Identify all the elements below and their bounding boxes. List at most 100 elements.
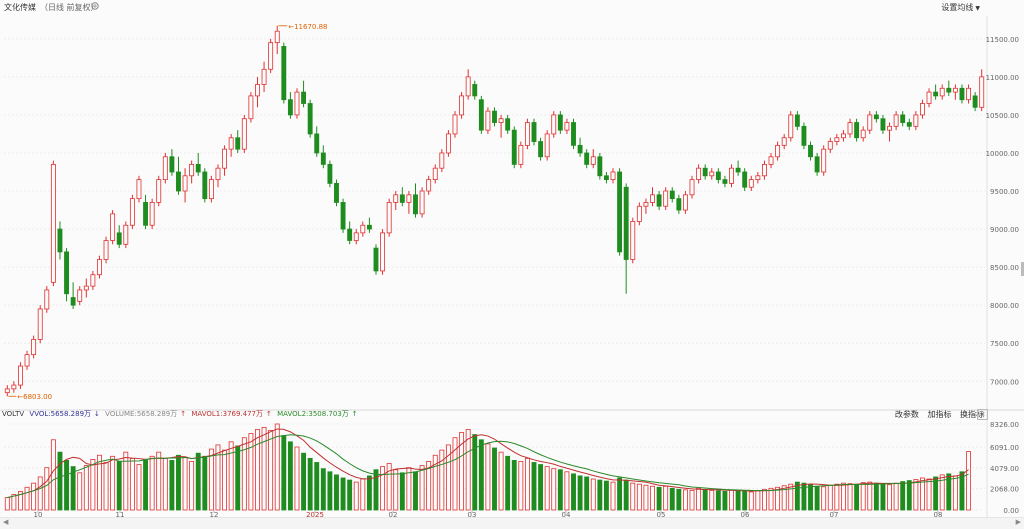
- candle-body: [334, 183, 339, 203]
- volume-bar: [393, 469, 399, 511]
- volume-bar: [11, 494, 17, 511]
- horizontal-scrollbar[interactable]: ◀ ▶: [0, 517, 1024, 529]
- volume-bar: [617, 477, 623, 511]
- change-params-button[interactable]: 改参数: [894, 410, 919, 419]
- candle-body: [933, 91, 939, 97]
- candle-body: [841, 133, 846, 139]
- volume-bar: [4, 497, 10, 511]
- volume-bar: [794, 481, 800, 511]
- candle-body: [123, 224, 129, 245]
- x-tick-label: 06: [741, 511, 750, 519]
- volume-bar: [347, 479, 353, 511]
- candle-body: [564, 122, 570, 131]
- volume-bar: [18, 491, 23, 511]
- volume-bar: [880, 483, 886, 511]
- candle-body: [228, 137, 234, 150]
- indicator-volume-arrow: ↑: [180, 410, 187, 418]
- candle-body: [748, 179, 754, 188]
- candle-body: [202, 171, 208, 200]
- candle-body: [301, 91, 307, 104]
- volume-bar: [557, 469, 563, 511]
- volume-bar: [426, 461, 432, 511]
- candle-body: [64, 251, 69, 295]
- indicator-vvol-arrow: ↓: [94, 410, 100, 418]
- volume-bar: [439, 449, 445, 511]
- candle-body: [307, 103, 313, 135]
- candle-body: [834, 137, 840, 142]
- candle-body: [577, 144, 583, 154]
- candle-body: [715, 171, 721, 181]
- candle-body: [136, 179, 142, 200]
- price-tick-label: 7500.00: [990, 340, 1019, 348]
- x-tick-label: 07: [830, 511, 839, 519]
- volume-bar: [83, 465, 89, 511]
- ma-setting-dropdown[interactable]: 设置均线 ▼: [941, 2, 980, 13]
- candle-body: [979, 76, 985, 108]
- price-tick-label: 10000.00: [986, 150, 1019, 158]
- candle-body: [248, 95, 254, 120]
- volume-bar: [696, 487, 702, 511]
- volume-bar: [314, 462, 320, 511]
- volume-bar: [320, 468, 326, 511]
- candle-body: [419, 190, 425, 215]
- candle-body: [617, 171, 623, 253]
- candle-body: [31, 339, 37, 356]
- volume-bar: [44, 467, 50, 511]
- candle-body: [623, 186, 629, 260]
- candle-body: [439, 152, 445, 169]
- candle-body: [393, 194, 399, 203]
- candle-body: [11, 384, 17, 390]
- candle-body: [722, 179, 728, 184]
- volume-bar: [755, 490, 761, 511]
- volume-bar: [222, 449, 228, 511]
- candle-body: [682, 194, 688, 211]
- candle-body: [775, 144, 781, 158]
- resize-handle[interactable]: [1021, 262, 1024, 276]
- scroll-left-icon[interactable]: ◀: [3, 518, 9, 526]
- candle-body: [531, 122, 537, 142]
- volume-bar: [492, 447, 497, 511]
- volume-bar: [887, 484, 892, 511]
- close-indicator-button[interactable]: ×: [977, 409, 988, 420]
- volume-bar: [90, 458, 96, 511]
- volume-bar: [834, 483, 840, 511]
- volume-bar: [524, 457, 530, 511]
- volume-bar: [459, 432, 465, 511]
- volume-bar: [432, 454, 438, 511]
- candle-body: [37, 308, 43, 340]
- x-tick-label: 11: [116, 511, 125, 519]
- candle-body: [814, 156, 820, 173]
- candle-body: [222, 148, 228, 169]
- candle-body: [636, 205, 642, 222]
- volume-bar: [472, 434, 478, 511]
- volume-bar: [808, 484, 813, 511]
- volume-bar: [926, 478, 932, 511]
- candle-body: [597, 156, 603, 177]
- volume-bar: [821, 486, 827, 511]
- candle-body: [781, 137, 787, 146]
- candle-body: [432, 167, 438, 181]
- indicator-name: VOLTV: [2, 410, 25, 418]
- volume-bar: [110, 455, 116, 511]
- volume-tick-label: 4079.00: [990, 465, 1019, 473]
- switch-indicator-button[interactable]: 换指标: [960, 410, 984, 419]
- candle-body: [755, 175, 761, 181]
- volume-bar: [584, 476, 590, 511]
- candle-body: [4, 388, 10, 394]
- candle-body: [946, 87, 952, 93]
- candle-body: [366, 224, 372, 230]
- scroll-right-icon[interactable]: ▶: [1015, 518, 1021, 526]
- add-indicator-button[interactable]: 加指标: [927, 410, 952, 419]
- volume-bar: [70, 466, 76, 511]
- volume-bar: [952, 475, 958, 511]
- volume-bar: [742, 491, 748, 511]
- volume-bar: [676, 488, 682, 511]
- candle-body: [373, 247, 379, 272]
- candle-body: [182, 175, 188, 192]
- candle-body: [360, 224, 366, 234]
- candle-body: [386, 202, 392, 234]
- volume-bar: [261, 426, 267, 511]
- gear-icon[interactable]: [90, 1, 100, 11]
- candle-body: [129, 198, 135, 226]
